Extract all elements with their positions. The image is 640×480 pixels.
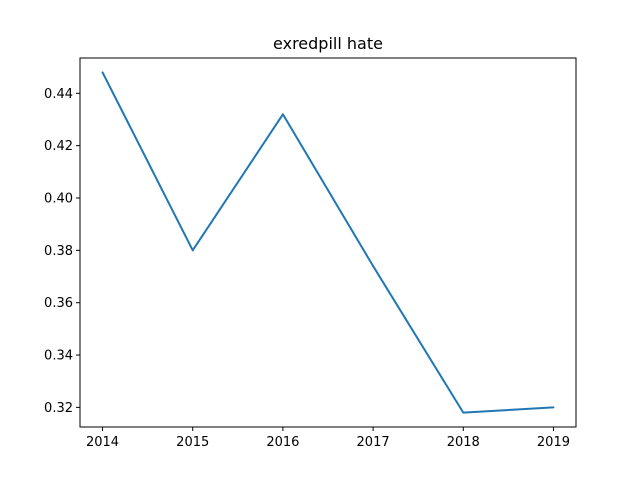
y-tick-label: 0.32	[44, 401, 73, 416]
y-tick-label: 0.40	[44, 192, 73, 207]
series-group	[101, 71, 555, 414]
x-axis: 2014 2015 2016 2017 2018 2019	[86, 427, 570, 450]
x-tick-label: 2017	[357, 435, 390, 450]
y-tick-label: 0.44	[44, 87, 73, 102]
x-tick-label: 2015	[176, 435, 209, 450]
x-tick-label: 2019	[537, 435, 570, 450]
y-axis: 0.32 0.34 0.36 0.38 0.40 0.42 0.44	[44, 87, 80, 416]
y-tick-label: 0.34	[44, 349, 73, 364]
y-tick-label: 0.36	[44, 296, 73, 311]
axes-frame	[79, 57, 577, 428]
x-tick-label: 2018	[447, 435, 480, 450]
series-line	[101, 71, 555, 414]
chart-title: exredpill hate	[273, 34, 383, 53]
x-tick-label: 2014	[86, 435, 119, 450]
x-tick-label: 2016	[266, 435, 299, 450]
y-tick-label: 0.42	[44, 139, 73, 154]
y-tick-label: 0.38	[44, 244, 73, 259]
